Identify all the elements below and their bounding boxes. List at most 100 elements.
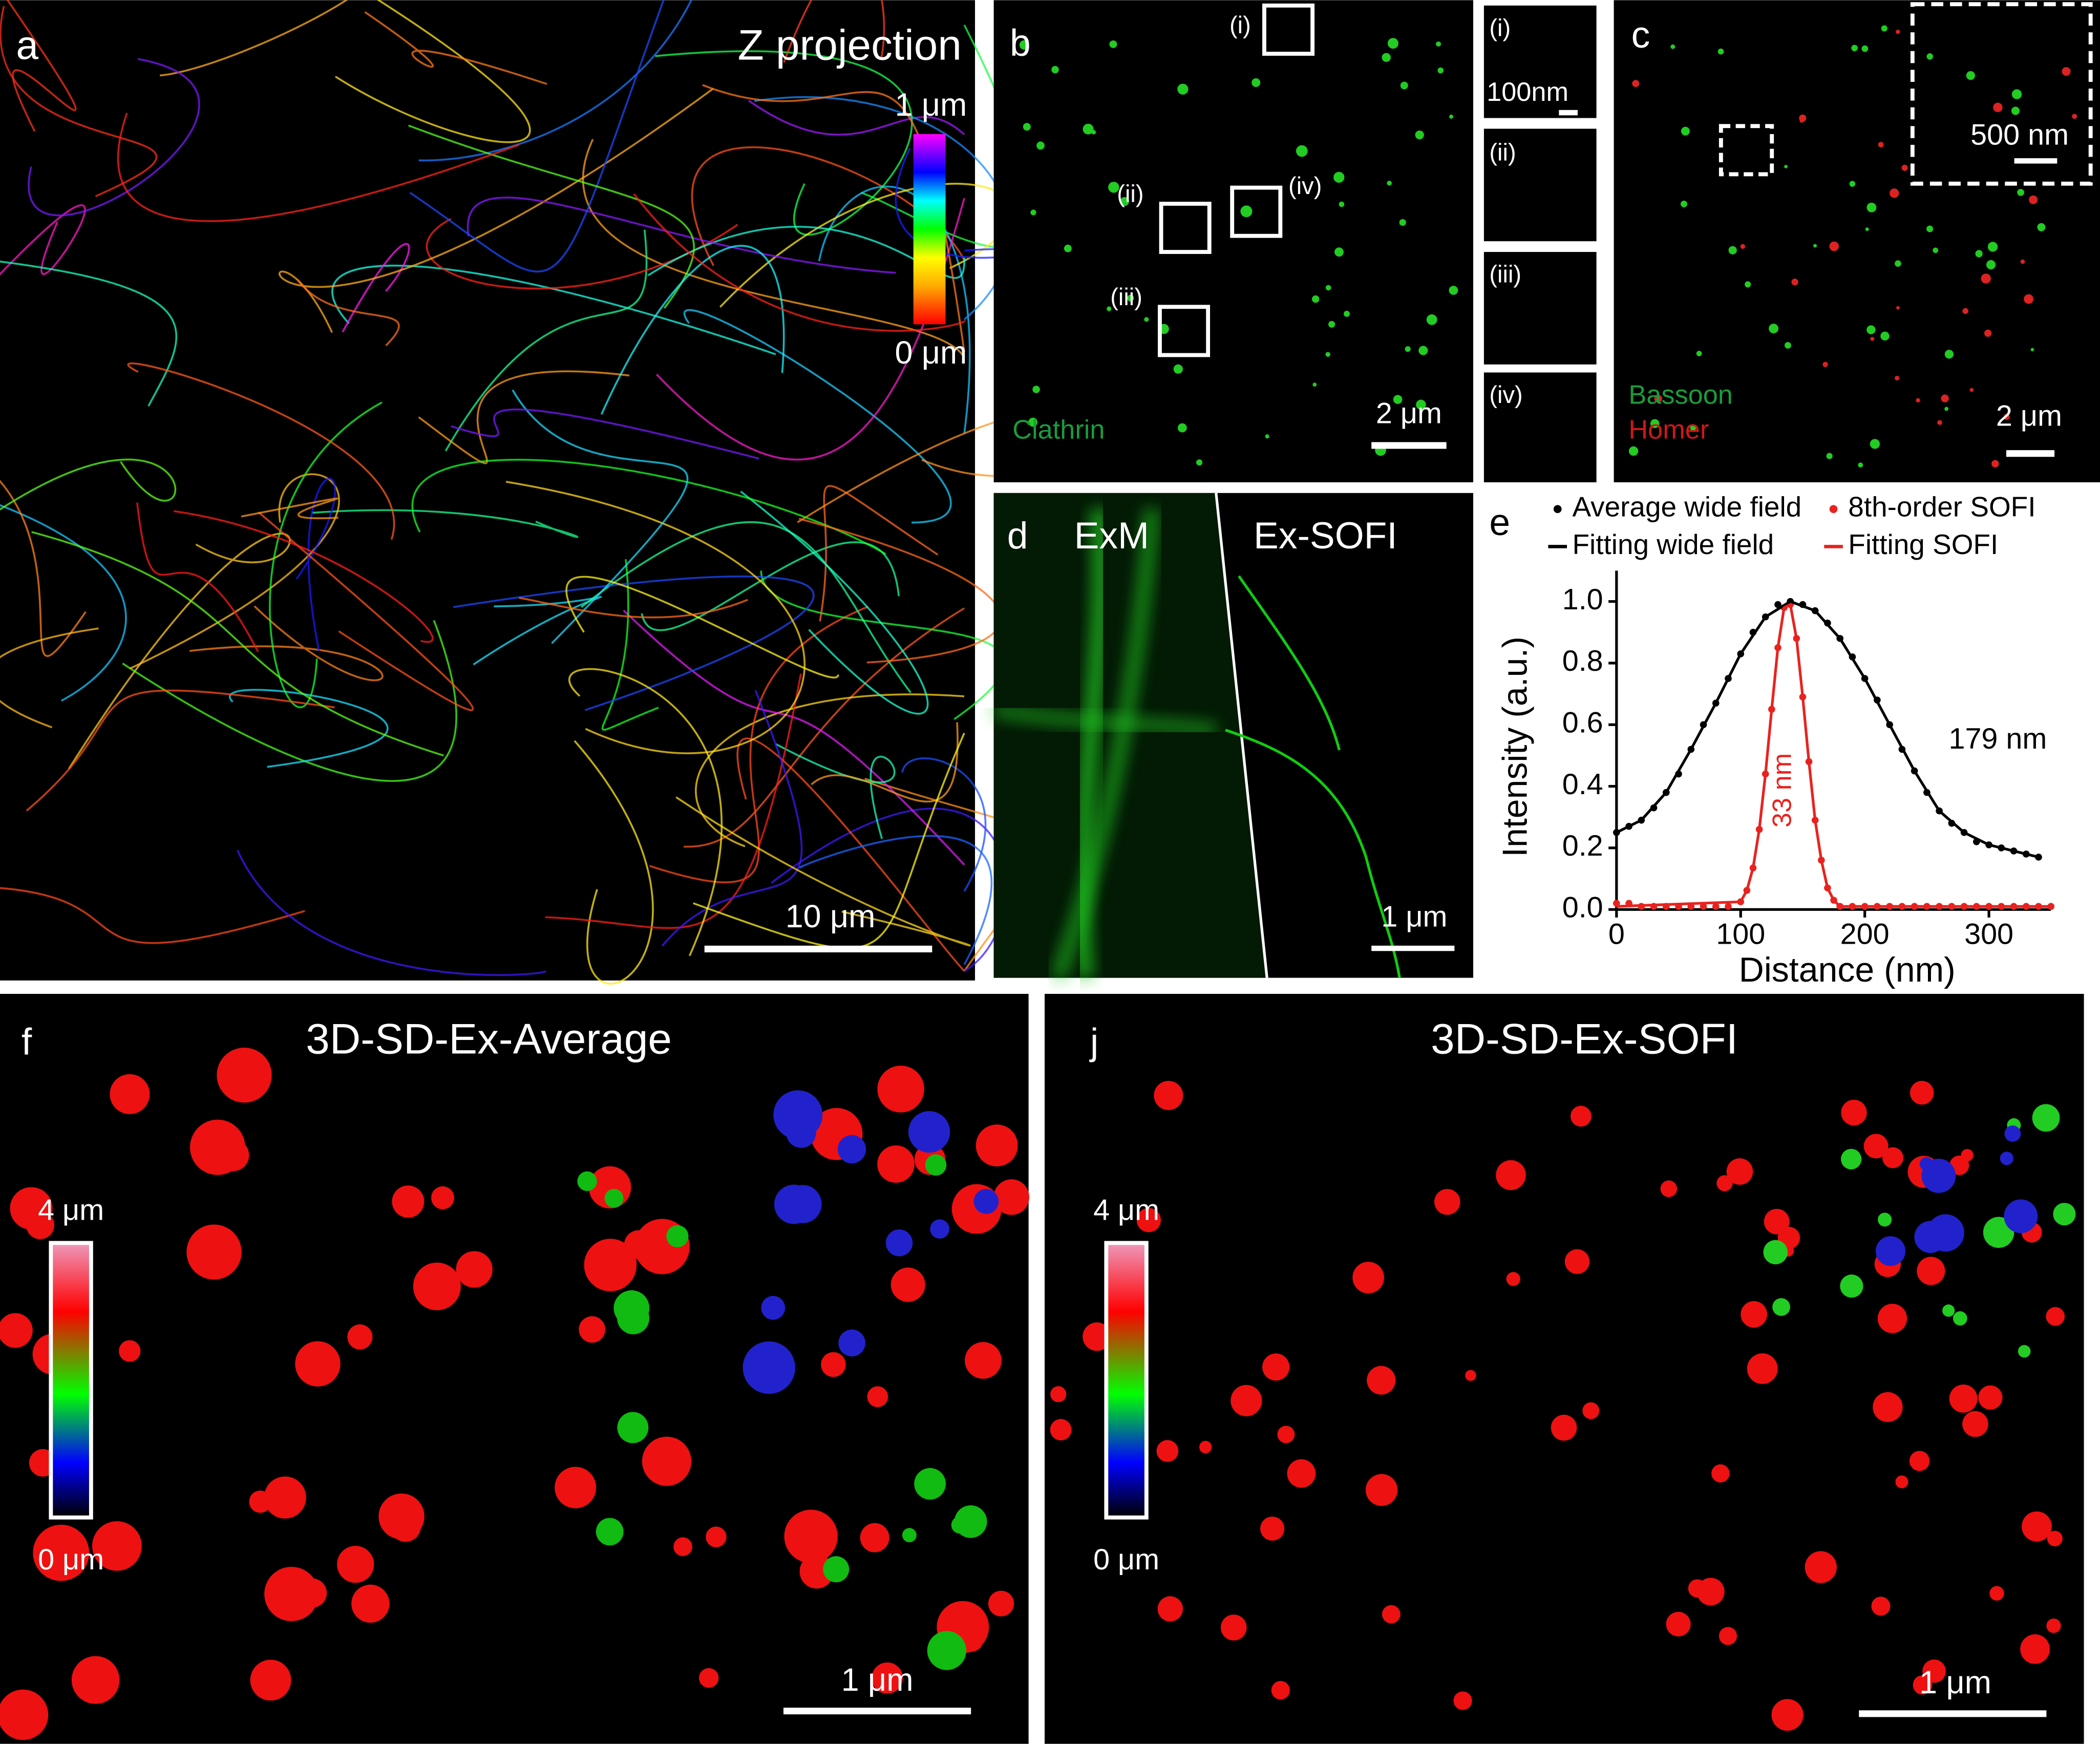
filament <box>28 58 200 217</box>
spot <box>1878 142 1884 147</box>
spot <box>1910 1080 1934 1105</box>
spot <box>1666 1611 1691 1636</box>
spot <box>965 1342 1002 1379</box>
legend-label: 8th-order SOFI <box>1848 491 2035 523</box>
legend-label: Fitting wide field <box>1573 528 1774 560</box>
spot <box>1895 260 1901 267</box>
legend-label: Average wide field <box>1573 491 1802 523</box>
exm-fiber <box>992 705 1217 736</box>
spot <box>1670 44 1675 49</box>
spot <box>1878 1213 1892 1227</box>
spot <box>186 1224 242 1280</box>
spot <box>378 1493 425 1540</box>
filament <box>418 0 693 162</box>
filament <box>295 478 336 651</box>
filament <box>771 807 1008 972</box>
spot <box>624 1230 653 1259</box>
spot <box>1506 1272 1520 1286</box>
roi-box <box>1719 124 1774 177</box>
spot <box>351 1584 390 1623</box>
spot <box>1986 260 1996 270</box>
spot <box>1019 40 1029 50</box>
spot <box>1632 80 1640 88</box>
spot <box>1051 66 1059 74</box>
spot <box>392 1185 425 1218</box>
spot <box>456 1251 493 1288</box>
colorbar <box>1104 1241 1149 1520</box>
filament <box>342 243 410 333</box>
spot <box>1711 1464 1730 1483</box>
spot <box>347 1324 373 1350</box>
spot <box>1865 227 1869 231</box>
spot <box>1745 281 1751 288</box>
spot <box>1969 388 1974 392</box>
spot <box>1791 279 1798 286</box>
spot <box>1716 1175 1733 1192</box>
spot <box>1426 314 1437 325</box>
spot <box>1650 419 1660 429</box>
scale-bar <box>1371 442 1447 449</box>
spot <box>1942 1304 1955 1317</box>
spot <box>2030 348 2034 352</box>
panel-title: 3D-SD-Ex-Average <box>306 1014 672 1062</box>
panel-label: c <box>1631 14 1650 56</box>
spot <box>1030 209 1036 216</box>
spot <box>1416 399 1426 410</box>
y-axis-label: Intensity (a.u.) <box>1495 636 1534 857</box>
spot <box>1784 342 1791 349</box>
inset-label: (i) <box>1489 14 1511 41</box>
spot <box>1144 317 1149 322</box>
panel-title: 3D-SD-Ex-SOFI <box>1431 1014 1738 1062</box>
spot <box>1696 1578 1725 1606</box>
scale-bar <box>783 1708 971 1715</box>
box-label: (iii) <box>1110 283 1142 310</box>
spot <box>1909 1451 1930 1471</box>
legend-marker <box>1829 505 1838 514</box>
scale-bar <box>1859 1710 2047 1717</box>
spot <box>925 1154 947 1176</box>
stain-label: Clathrin <box>1012 415 1105 444</box>
spot <box>1343 310 1350 317</box>
x-tick-label: 300 <box>1964 918 2013 951</box>
spot <box>1136 1208 1161 1232</box>
spot <box>1813 244 1817 248</box>
filament <box>0 458 177 511</box>
inset-iii <box>1483 252 1597 365</box>
spot <box>1975 250 1983 258</box>
spot <box>1993 102 2003 112</box>
spot <box>2018 1345 2031 1358</box>
data-point <box>1700 903 1707 910</box>
spot <box>1949 1385 1978 1413</box>
spot <box>1564 1249 1590 1274</box>
scale-bar <box>1371 945 1455 951</box>
spot <box>1764 1208 1790 1235</box>
spot <box>914 1468 946 1500</box>
spot <box>1769 324 1778 334</box>
spot <box>773 1090 823 1140</box>
spot <box>1570 1105 1592 1127</box>
spot <box>596 1518 624 1546</box>
spot <box>1127 294 1134 302</box>
panel-label: d <box>1007 515 1028 557</box>
spot <box>577 1171 597 1192</box>
spot <box>1962 1411 1988 1437</box>
spot <box>1023 123 1031 131</box>
spot <box>1763 1240 1788 1265</box>
spot <box>2003 414 2010 420</box>
scale-bar-label: 10 μm <box>786 899 876 934</box>
spot <box>1196 459 1203 466</box>
spot <box>1926 225 1934 232</box>
filament <box>649 605 869 884</box>
spot <box>837 1135 866 1164</box>
y-tick-label: 0.2 <box>1562 830 1603 862</box>
spot <box>1387 38 1398 49</box>
spot <box>1382 53 1391 62</box>
filament <box>466 197 896 274</box>
spot <box>823 1556 850 1583</box>
spot <box>930 1219 949 1239</box>
spot <box>1799 114 1807 122</box>
fit-line <box>1616 600 2039 859</box>
spot <box>1740 244 1745 249</box>
scale-bar <box>704 945 932 952</box>
